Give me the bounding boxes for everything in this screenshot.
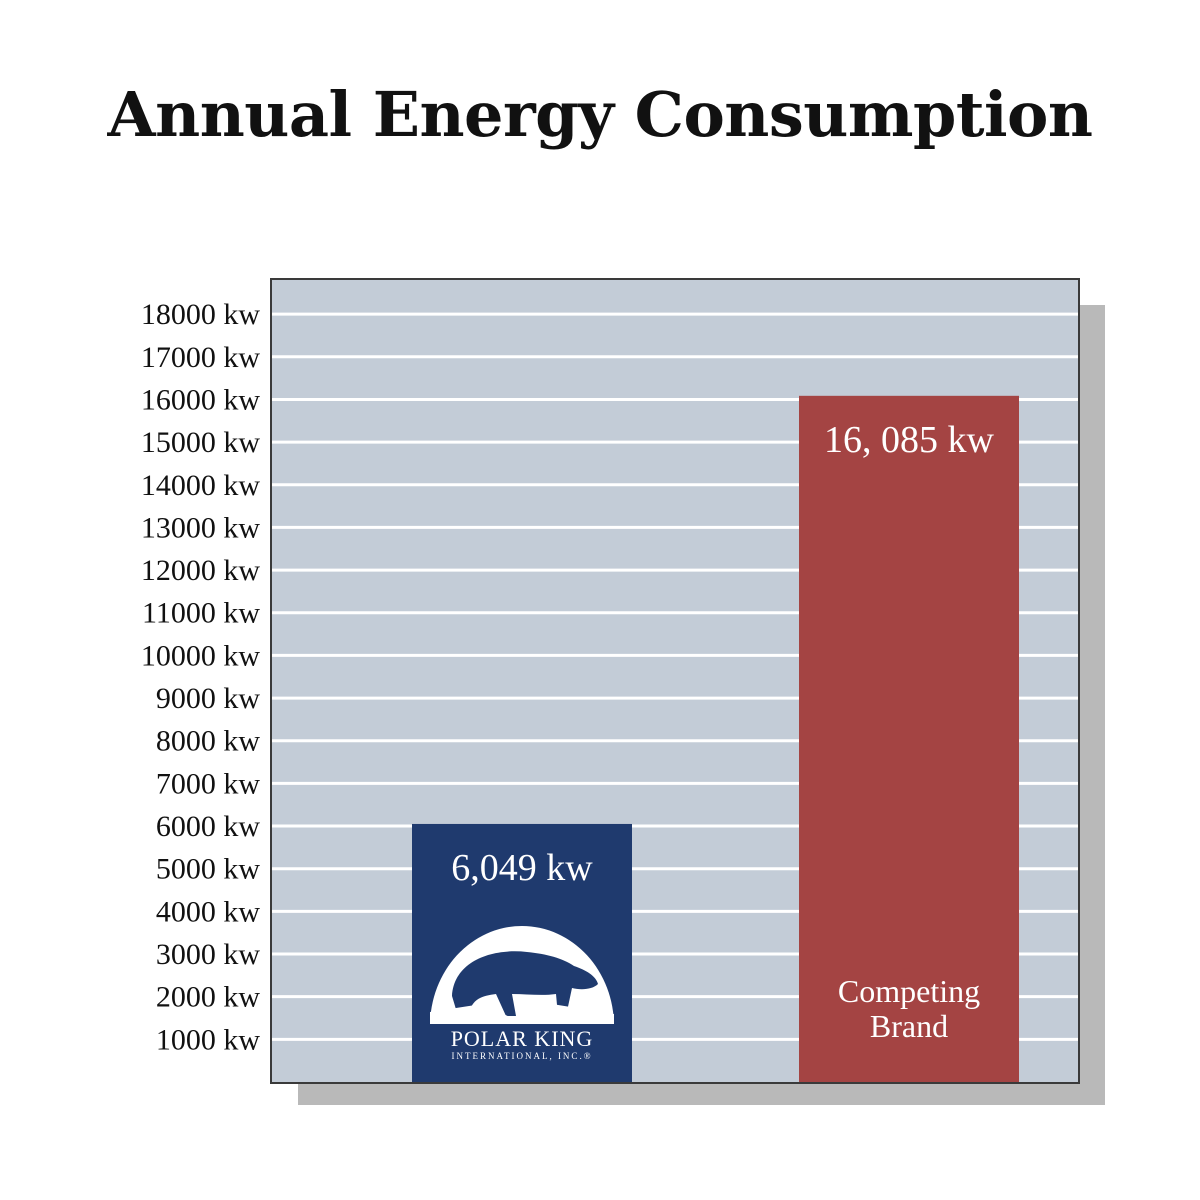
bear-silhouette [452,951,598,1016]
bar-value-label: 6,049 kw [451,847,593,889]
y-tick-label: 14000 kw [141,469,261,502]
bar-category-label: Brand [870,1008,948,1044]
y-tick-label: 5000 kw [156,853,261,886]
logo-subtitle: INTERNATIONAL, INC.® [451,1051,592,1061]
y-tick-label: 11000 kw [142,597,260,630]
y-tick-label: 1000 kw [156,1023,261,1056]
y-tick-label: 17000 kw [141,341,261,374]
y-tick-label: 16000 kw [141,383,261,416]
y-tick-label: 8000 kw [156,725,261,758]
chart-title: Annual Energy Consumption [107,78,1093,151]
y-tick-label: 7000 kw [156,767,261,800]
y-tick-label: 12000 kw [141,554,261,587]
logo-ground [430,1004,614,1026]
y-tick-label: 2000 kw [156,981,261,1014]
y-tick-label: 18000 kw [141,298,261,331]
y-tick-label: 9000 kw [156,682,261,715]
bar-value-label: 16, 085 kw [824,419,995,461]
bar [799,395,1019,1082]
logo-text-band [422,1024,622,1062]
y-tick-label: 13000 kw [141,511,261,544]
y-tick-label: 3000 kw [156,938,261,971]
y-tick-label: 4000 kw [156,895,261,928]
y-tick-label: 10000 kw [141,639,261,672]
bar-category-label: Competing [838,973,980,1009]
plot-area: 6,049 kw 16, 085 kw Competing Brand POLAR K… [270,278,1080,1084]
y-tick-label: 15000 kw [141,426,261,459]
logo-name: POLAR KING [451,1026,594,1051]
y-tick-label: 6000 kw [156,810,261,843]
